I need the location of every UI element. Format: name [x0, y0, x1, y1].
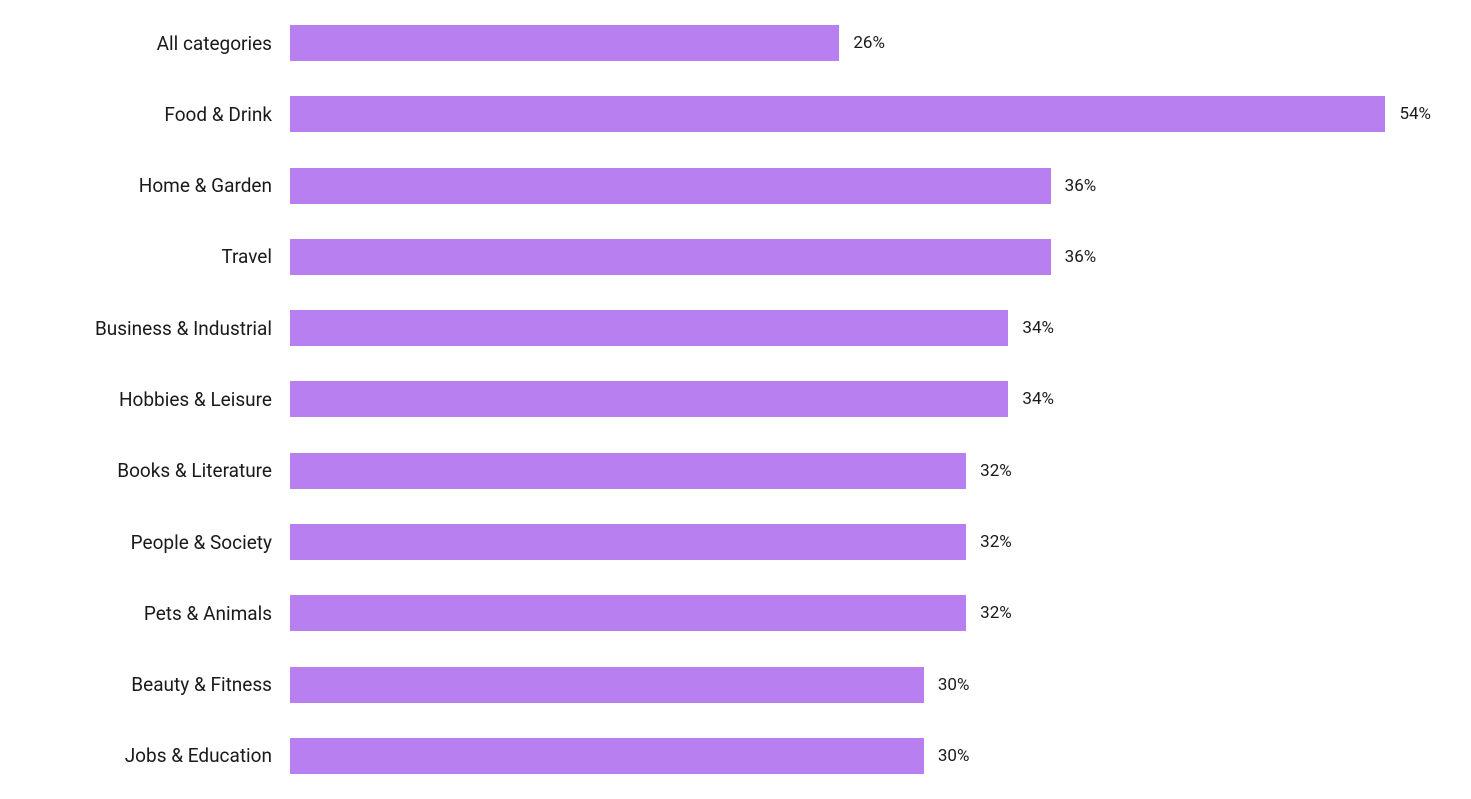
- value-label: 34%: [1008, 318, 1054, 338]
- category-label: Beauty & Fitness: [0, 673, 290, 696]
- bar-track: 32%: [290, 524, 1431, 560]
- category-label: Travel: [0, 245, 290, 268]
- value-label: 32%: [966, 603, 1012, 623]
- bar: [290, 738, 924, 774]
- bar: [290, 453, 966, 489]
- bar: [290, 524, 966, 560]
- category-label: Food & Drink: [0, 103, 290, 126]
- bar-track: 54%: [290, 96, 1431, 132]
- category-label: Jobs & Education: [0, 744, 290, 767]
- category-label: Books & Literature: [0, 459, 290, 482]
- chart-row: Home & Garden 36%: [0, 168, 1431, 204]
- chart-row: Books & Literature 32%: [0, 453, 1431, 489]
- bar: [290, 25, 839, 61]
- value-label: 30%: [924, 746, 970, 766]
- chart-row: Pets & Animals 32%: [0, 595, 1431, 631]
- category-label: Business & Industrial: [0, 317, 290, 340]
- value-label: 32%: [966, 461, 1012, 481]
- value-label: 34%: [1008, 389, 1054, 409]
- category-label: All categories: [0, 32, 290, 55]
- value-label: 26%: [839, 33, 885, 53]
- bar-track: 26%: [290, 25, 1431, 61]
- bar-track: 36%: [290, 239, 1431, 275]
- category-label: Home & Garden: [0, 174, 290, 197]
- chart-row: Business & Industrial 34%: [0, 310, 1431, 346]
- chart-row: Food & Drink 54%: [0, 96, 1431, 132]
- bar-track: 30%: [290, 738, 1431, 774]
- value-label: 36%: [1051, 176, 1097, 196]
- bar: [290, 239, 1051, 275]
- bar-track: 30%: [290, 667, 1431, 703]
- bar: [290, 381, 1008, 417]
- bar-track: 32%: [290, 453, 1431, 489]
- category-label: Pets & Animals: [0, 602, 290, 625]
- value-label: 30%: [924, 675, 970, 695]
- bar: [290, 667, 924, 703]
- bar-track: 32%: [290, 595, 1431, 631]
- value-label: 54%: [1385, 104, 1431, 124]
- bar: [290, 310, 1008, 346]
- category-label: People & Society: [0, 531, 290, 554]
- bar-track: 34%: [290, 310, 1431, 346]
- value-label: 36%: [1051, 247, 1097, 267]
- bar-track: 34%: [290, 381, 1431, 417]
- chart-row: People & Society 32%: [0, 524, 1431, 560]
- bar-track: 36%: [290, 168, 1431, 204]
- category-label: Hobbies & Leisure: [0, 388, 290, 411]
- bar: [290, 96, 1385, 132]
- chart-row: Travel 36%: [0, 239, 1431, 275]
- chart-row: All categories 26%: [0, 25, 1431, 61]
- chart-row: Jobs & Education 30%: [0, 738, 1431, 774]
- bar: [290, 168, 1051, 204]
- bar: [290, 595, 966, 631]
- value-label: 32%: [966, 532, 1012, 552]
- chart-row: Hobbies & Leisure 34%: [0, 381, 1431, 417]
- horizontal-bar-chart: All categories 26% Food & Drink 54% Home & G…: [0, 25, 1431, 774]
- chart-row: Beauty & Fitness 30%: [0, 667, 1431, 703]
